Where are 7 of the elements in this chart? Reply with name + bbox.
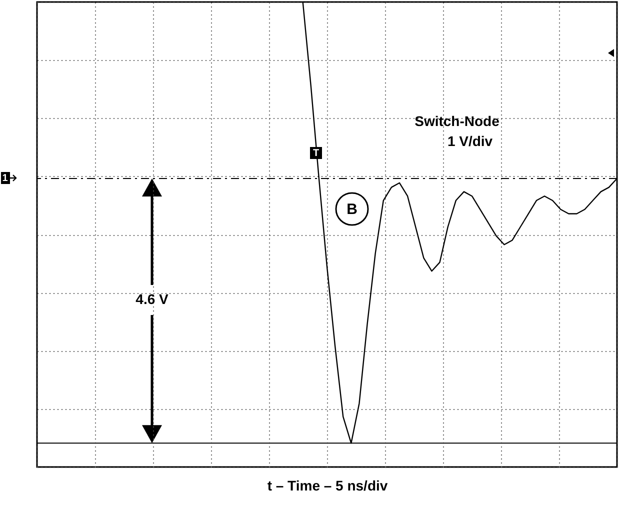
annotation: T bbox=[312, 148, 320, 159]
annotation: 1 V/div bbox=[447, 133, 493, 149]
annotation: 4.6 V bbox=[136, 291, 169, 307]
annotation: B bbox=[346, 201, 358, 218]
x-axis-title: t – Time – 5 ns/div bbox=[267, 478, 388, 494]
text: 1 bbox=[2, 173, 8, 184]
annotation: Switch-Node bbox=[414, 113, 500, 129]
